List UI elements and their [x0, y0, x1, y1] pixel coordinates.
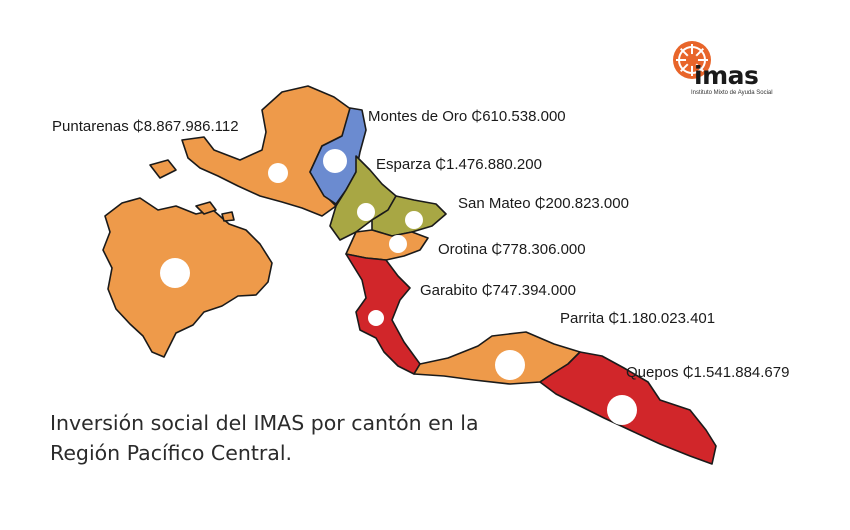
imas-emblem-icon — [673, 41, 711, 79]
label-garabito: Garabito ₵747.394.000 — [420, 282, 576, 299]
san-mateo-marker — [405, 211, 423, 229]
label-puntarenas: Puntarenas ₵8.867.986.112 — [52, 118, 239, 135]
orotina-marker — [389, 235, 407, 253]
garabito-region — [345, 253, 421, 375]
label-esparza: Esparza ₵1.476.880.200 — [376, 156, 542, 173]
puntarenas-island-1 — [149, 159, 177, 179]
orotina-region — [345, 229, 429, 261]
label-parrita: Parrita ₵1.180.023.401 — [560, 310, 716, 327]
puntarenas-mainland-marker — [268, 163, 288, 183]
imas-logo: imas Instituto Mixto de Ayuda Social — [672, 40, 782, 102]
garabito-marker — [368, 310, 384, 326]
logo-wordmark: imas — [694, 61, 759, 90]
label-quepos: Quepos ₵1.541.884.679 — [626, 364, 790, 381]
puntarenas-peninsula-marker — [160, 258, 190, 288]
puntarenas-island-3 — [221, 211, 235, 222]
slide-caption: Inversión social del IMAS por cantón en … — [50, 408, 570, 468]
esparza-marker — [357, 203, 375, 221]
label-montes-de-oro: Montes de Oro ₵610.538.000 — [368, 108, 566, 125]
label-san-mateo: San Mateo ₵200.823.000 — [458, 195, 629, 212]
puntarenas-island-2 — [195, 201, 217, 215]
montes-de-oro-marker — [323, 149, 347, 173]
logo-subtitle: Instituto Mixto de Ayuda Social — [691, 90, 773, 96]
caption-line-2: Región Pacífico Central. — [50, 441, 293, 465]
label-orotina: Orotina ₵778.306.000 — [438, 241, 586, 258]
parrita-marker — [495, 350, 525, 380]
quepos-marker — [607, 395, 637, 425]
caption-line-1: Inversión social del IMAS por cantón en … — [50, 411, 479, 435]
